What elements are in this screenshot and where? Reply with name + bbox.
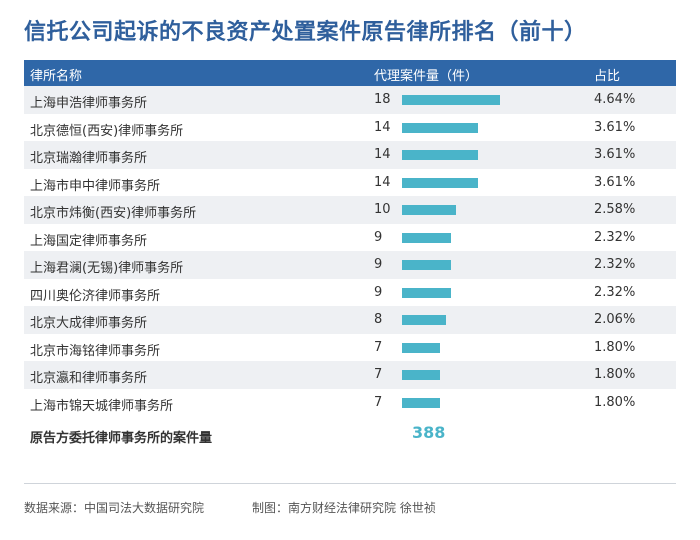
firm-name-label: 北京市海铭律师事务所 — [30, 343, 161, 359]
firm-name-label: 上海市申中律师事务所 — [30, 178, 161, 194]
case-count-label: 7 — [374, 339, 383, 355]
table-row: 北京市炜衡(西安)律师事务所 10 2.58% — [24, 196, 676, 224]
total-label: 原告方委托律师事务所的案件量 — [30, 431, 213, 446]
share-label: 2.58% — [594, 202, 636, 217]
firm-name-label: 四川奥伦济律师事务所 — [30, 288, 161, 304]
case-count-label: 9 — [374, 229, 383, 245]
case-count-label: 14 — [374, 119, 391, 135]
case-count-label: 9 — [374, 284, 383, 300]
table-row: 北京瑞瀚律师事务所 14 3.61% — [24, 141, 676, 169]
total-value: 388 — [412, 423, 446, 442]
table-header: 律所名称 代理案件量（件） 占比 — [24, 60, 676, 86]
case-count-label: 14 — [374, 147, 391, 162]
case-count-bar — [402, 205, 457, 215]
share-label: 1.80% — [594, 367, 636, 382]
table-row: 北京市海铭律师事务所 7 1.80% — [24, 334, 676, 362]
firm-name-label: 北京瀛和律师事务所 — [30, 371, 148, 386]
table-row: 北京瀛和律师事务所 7 1.80% — [24, 361, 676, 389]
case-count-bar — [402, 397, 441, 408]
share-label: 2.32% — [594, 284, 636, 300]
share-label: 2.32% — [594, 229, 636, 245]
firm-name-label: 北京瑞瀚律师事务所 — [30, 151, 148, 166]
case-count-bar — [402, 150, 479, 160]
case-count-label: 14 — [374, 174, 391, 190]
case-count-label: 7 — [374, 394, 383, 410]
share-label: 1.80% — [594, 339, 636, 355]
total-row: 原告方委托律师事务所的案件量 388 — [24, 416, 676, 450]
header-name: 律所名称 — [30, 69, 83, 84]
table-body: 上海申浩律师事务所 18 4.64% 北京德恒(西安)律师事务所 14 3.61% 北京瑞瀚… — [24, 86, 676, 416]
case-count-bar — [402, 260, 451, 270]
table-row: 上海市锦天城律师事务所 7 1.80% — [24, 389, 676, 417]
table-row: 北京大成律师事务所 8 2.06% — [24, 306, 676, 334]
case-count-bar — [402, 370, 441, 380]
case-count-bar — [402, 177, 479, 188]
share-label: 1.80% — [594, 394, 636, 410]
ranking-table: 律所名称 代理案件量（件） 占比 上海申浩律师事务所 18 4.64% 北京德恒(西安… — [24, 60, 676, 450]
header-count: 代理案件量（件） — [374, 69, 479, 84]
table-row: 四川奥伦济律师事务所 9 2.32% — [24, 279, 676, 307]
share-label: 2.32% — [594, 257, 636, 272]
firm-name-label: 上海国定律师事务所 — [30, 233, 148, 249]
firm-name-label: 北京德恒(西安)律师事务所 — [30, 123, 184, 139]
table-row: 上海申浩律师事务所 18 4.64% — [24, 86, 676, 114]
firm-name-label: 北京大成律师事务所 — [30, 316, 148, 331]
firm-name-label: 上海君澜(无锡)律师事务所 — [30, 261, 184, 276]
case-count-label: 18 — [374, 92, 391, 107]
case-count-label: 7 — [374, 367, 383, 382]
case-count-bar — [402, 287, 451, 298]
case-count-label: 10 — [374, 202, 391, 217]
share-label: 4.64% — [594, 92, 636, 107]
case-count-bar — [402, 232, 451, 243]
table-row: 上海君澜(无锡)律师事务所 9 2.32% — [24, 251, 676, 279]
firm-name-label: 北京市炜衡(西安)律师事务所 — [30, 206, 197, 221]
chart-title: 信托公司起诉的不良资产处置案件原告律所排名（前十） — [24, 20, 587, 45]
case-count-bar — [402, 342, 441, 353]
case-count-bar — [402, 315, 446, 325]
case-count-bar — [402, 122, 479, 133]
header-share: 占比 — [594, 69, 621, 84]
credit-note: 制图：南方财经法律研究院 徐世祯 — [252, 501, 436, 515]
table-row: 上海国定律师事务所 9 2.32% — [24, 224, 676, 252]
case-count-bar — [402, 95, 500, 105]
share-label: 3.61% — [594, 174, 636, 190]
table-row: 上海市申中律师事务所 14 3.61% — [24, 169, 676, 197]
case-count-label: 9 — [374, 257, 383, 272]
share-label: 3.61% — [594, 147, 636, 162]
case-count-label: 8 — [374, 312, 383, 327]
share-label: 3.61% — [594, 119, 636, 135]
firm-name-label: 上海申浩律师事务所 — [30, 96, 148, 111]
source-note: 数据来源：中国司法大数据研究院 — [24, 501, 205, 515]
firm-name-label: 上海市锦天城律师事务所 — [30, 398, 174, 414]
table-row: 北京德恒(西安)律师事务所 14 3.61% — [24, 114, 676, 142]
share-label: 2.06% — [594, 312, 636, 327]
footer-divider — [24, 483, 676, 484]
